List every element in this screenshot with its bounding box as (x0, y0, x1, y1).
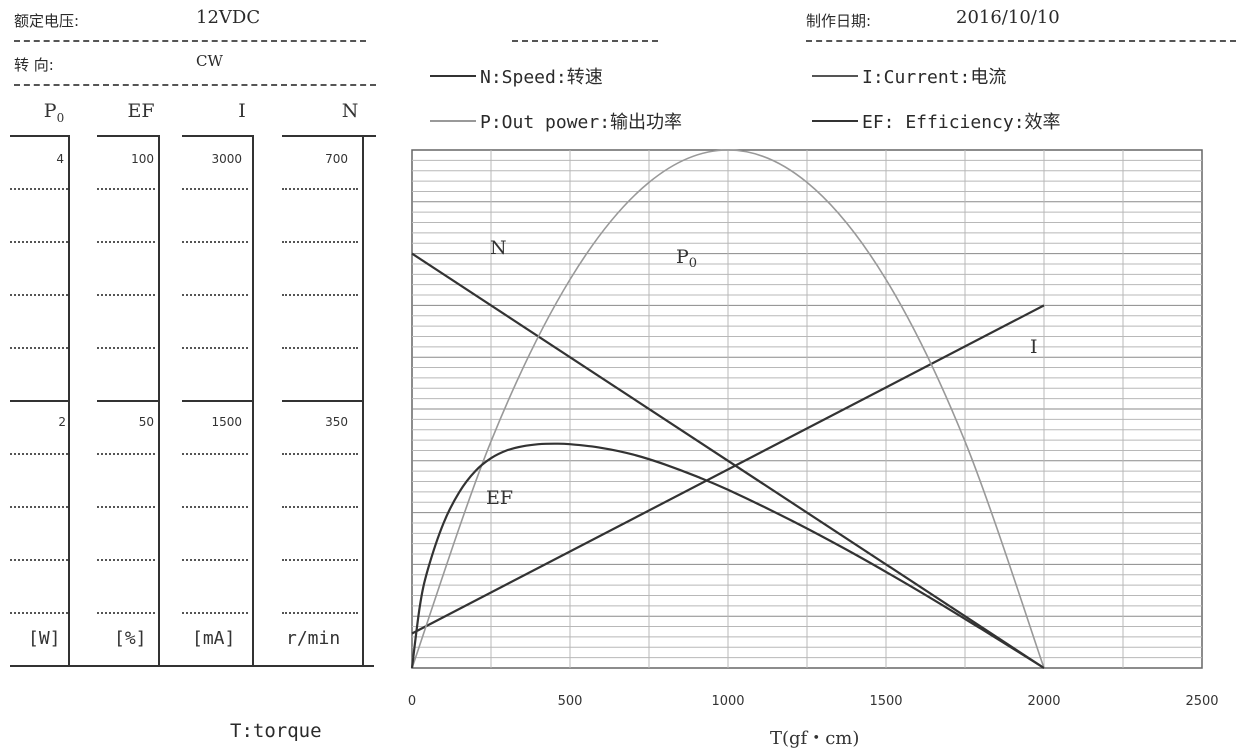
x-tick-label: 500 (557, 694, 583, 709)
scale-minor-rule (182, 294, 248, 296)
scale-minor-rule (282, 453, 358, 455)
scale-minor-rule (282, 347, 358, 349)
curve-label-i: I (1030, 336, 1038, 358)
scale-minor-rule (97, 453, 155, 455)
po-top-value: 4 (56, 152, 64, 166)
ef-top-line (97, 135, 160, 137)
scale-minor-rule (10, 241, 68, 243)
chart-grid (411, 149, 1203, 669)
scale-minor-rule (282, 559, 358, 561)
scale-minor-rule (10, 559, 68, 561)
legend-p-line (430, 120, 476, 122)
x-axis-label: T(gf・cm) (770, 728, 860, 749)
scale-minor-rule (182, 347, 248, 349)
scale-minor-rule (182, 241, 248, 243)
scale-minor-rule (97, 294, 155, 296)
legend-ef-line (812, 120, 858, 122)
scale-minor-rule (282, 294, 358, 296)
curve-label-ef: EF (486, 487, 513, 509)
scale-minor-rule (182, 559, 248, 561)
series-po-line (411, 149, 1045, 669)
series-i-line (411, 304, 1045, 635)
scale-minor-rule (282, 506, 358, 508)
n-axis (362, 137, 364, 665)
scale-minor-rule (97, 559, 155, 561)
curve-label-po: P0 (676, 246, 697, 271)
chart-series (410, 149, 1045, 669)
scale-minor-rule (182, 612, 248, 614)
ef-top-value: 100 (131, 152, 154, 166)
ef-mid-value: 50 (138, 415, 154, 429)
ef-mid-line (97, 400, 158, 402)
i-axis (252, 137, 254, 665)
legend-n-line (430, 75, 476, 77)
x-tick-label: 1000 (711, 694, 745, 709)
legend-i-line (812, 75, 858, 77)
direction-value: CW (196, 52, 223, 70)
date-divider (806, 40, 1236, 42)
scale-minor-rule (10, 188, 68, 190)
scale-minor-rule (10, 506, 68, 508)
scale-minor-rule (182, 453, 248, 455)
scale-minor-rule (10, 347, 68, 349)
direction-label: 转 向: (14, 56, 54, 74)
scale-minor-rule (282, 188, 358, 190)
po-unit: [W] (28, 628, 61, 649)
x-tick-label: 2500 (1185, 694, 1219, 709)
date-label: 制作日期: (806, 12, 872, 30)
po-axis (68, 137, 70, 665)
chart-curve-labels: N I P0 EF (486, 237, 1038, 509)
scale-minor-rule (10, 453, 68, 455)
legend-p: P:Out power:输出功率 (480, 112, 683, 133)
scale-minor-rule (282, 241, 358, 243)
column-header-ef: EF (127, 100, 155, 122)
direction-divider (14, 84, 376, 86)
column-header-po: P0 (43, 100, 65, 125)
rated-voltage-value: 12VDC (196, 7, 261, 28)
n-top-value: 700 (325, 152, 348, 166)
scale-minor-rule (97, 241, 155, 243)
date-value: 2016/10/10 (956, 7, 1060, 28)
scale-minor-rule (182, 188, 248, 190)
scale-minor-rule (97, 188, 155, 190)
scale-minor-rule (97, 347, 155, 349)
po-top-line (10, 135, 70, 137)
scale-minor-rule (282, 612, 358, 614)
legend-i: I:Current:电流 (862, 67, 1007, 88)
scale-minor-rule (97, 506, 155, 508)
torque-label: T:torque (230, 720, 322, 742)
series-n-line (411, 252, 1045, 669)
n-top-line (282, 135, 376, 137)
column-header-i: I (238, 100, 246, 122)
center-divider (512, 40, 658, 42)
scale-minor-rule (10, 612, 68, 614)
po-mid-value: 2 (58, 415, 66, 429)
i-mid-value: 1500 (211, 415, 242, 429)
legend-n: N:Speed:转速 (480, 67, 603, 88)
x-tick-label: 0 (407, 694, 417, 709)
i-top-line (182, 135, 254, 137)
scale-minor-rule (97, 612, 155, 614)
rated-voltage-label: 额定电压: (14, 12, 80, 30)
po-mid-line (10, 400, 68, 402)
scale-minor-rule (182, 506, 248, 508)
scale-minor-rule (10, 294, 68, 296)
x-tick-label: 2000 (1027, 694, 1061, 709)
table-bottom-line (10, 665, 374, 667)
legend-ef: EF: Efficiency:效率 (862, 112, 1061, 133)
i-top-value: 3000 (211, 152, 242, 166)
ef-axis (158, 137, 160, 665)
x-tick-label: 1500 (869, 694, 903, 709)
n-mid-line (282, 400, 362, 402)
column-header-n: N (341, 100, 359, 122)
n-unit: r/min (286, 628, 341, 649)
ef-unit: [%] (114, 628, 147, 649)
i-unit: [mA] (192, 628, 236, 649)
curve-label-n: N (490, 237, 507, 259)
n-mid-value: 350 (325, 415, 348, 429)
series-ef-line (410, 442, 1045, 669)
i-mid-line (182, 400, 252, 402)
header-divider (14, 40, 366, 42)
